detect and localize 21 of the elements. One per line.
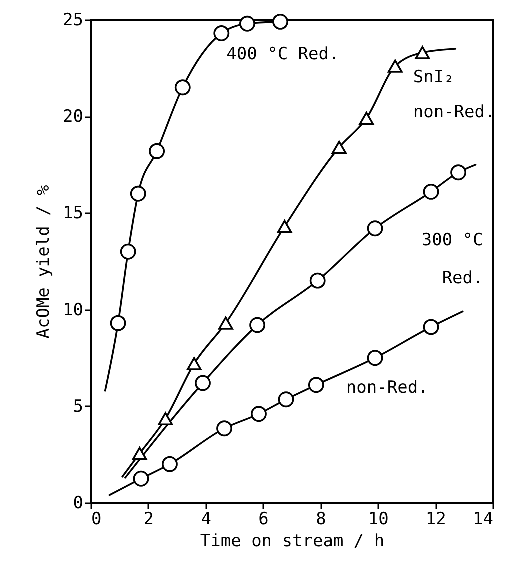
x-tick-label: 10 bbox=[368, 510, 389, 530]
y-tick-label: 10 bbox=[63, 300, 84, 320]
y-tick-label: 0 bbox=[73, 494, 84, 514]
y-tick-label: 25 bbox=[63, 10, 84, 30]
series-label: 400 °C Red. bbox=[226, 44, 340, 65]
series-label: non-Red. bbox=[346, 378, 428, 398]
series-label: 300 °C Red. bbox=[422, 230, 484, 289]
x-tick-label: 8 bbox=[316, 510, 326, 530]
x-tick-label: 6 bbox=[258, 510, 269, 530]
x-axis-title: Time on stream / h bbox=[200, 532, 385, 552]
x-tick-label: 14 bbox=[473, 510, 494, 530]
y-axis-title: AcOMe yield / % bbox=[34, 185, 54, 339]
line-series bbox=[108, 310, 464, 496]
y-tick-label: 20 bbox=[63, 107, 84, 128]
x-tick-label: 2 bbox=[144, 510, 154, 530]
x-tick-label: 0 bbox=[92, 510, 102, 530]
y-tick-label: 5 bbox=[73, 396, 84, 417]
x-tick-label: 4 bbox=[201, 510, 212, 530]
x-tick-label: 12 bbox=[426, 510, 446, 530]
y-tick-label: 15 bbox=[63, 204, 84, 224]
series-label: SnI₂ non-Red. bbox=[413, 67, 496, 122]
